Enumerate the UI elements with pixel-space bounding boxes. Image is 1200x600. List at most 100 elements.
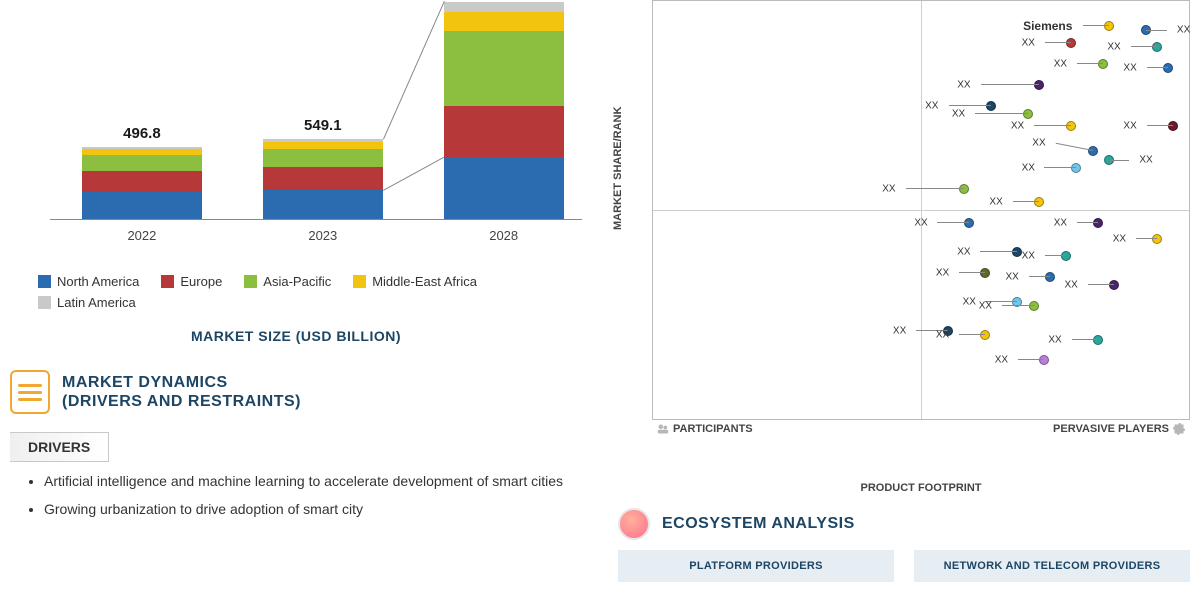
- quadrant-leader-line: [981, 251, 1018, 252]
- quadrant-point: [1071, 163, 1081, 173]
- bar-x-label: 2022: [127, 228, 156, 243]
- bar-value-label: 549.1: [304, 117, 342, 134]
- bar-segment: [444, 2, 564, 12]
- bar-segment: [82, 192, 202, 219]
- quadrant-point-label: XX: [1022, 163, 1039, 174]
- section-title-line2: (DRIVERS AND RESTRAINTS): [62, 393, 301, 410]
- quadrant-leader-line: [1109, 160, 1130, 161]
- section-title-line1: MARKET DYNAMICS: [62, 374, 228, 391]
- legend-swatch: [353, 275, 366, 288]
- legend-swatch: [161, 275, 174, 288]
- bar-segment: [82, 147, 202, 149]
- ecosystem-card: PLATFORM PROVIDERS: [618, 550, 894, 582]
- bar-segment: [82, 171, 202, 192]
- quadrant-point: [1029, 301, 1039, 311]
- quadrant-leader-line: [948, 105, 990, 106]
- drivers-subheading: DRIVERS: [10, 432, 109, 462]
- quadrant-point: [1104, 21, 1114, 31]
- quadrant-label-text: PARTICIPANTS: [673, 423, 753, 435]
- legend-swatch: [38, 296, 51, 309]
- chart-axis-title: MARKET SIZE (USD BILLION): [10, 328, 582, 344]
- quadrant-point: [1109, 280, 1119, 290]
- quadrant-point: [959, 184, 969, 194]
- quadrant-leader-line: [1131, 46, 1157, 47]
- legend-label: Middle-East Africa: [372, 274, 477, 289]
- bar-segment: [263, 167, 383, 190]
- quadrant-point-label: Siemens: [1023, 19, 1076, 33]
- quadrant-point-label: XX: [882, 184, 899, 195]
- quadrant-point-label: XX: [952, 108, 969, 119]
- quadrant-point: [980, 330, 990, 340]
- legend-item: Europe: [161, 274, 222, 289]
- quadrant-point-label: XX: [995, 355, 1012, 366]
- quadrant-leader-line: [1077, 222, 1098, 223]
- quadrant-point-label: XX: [989, 196, 1006, 207]
- quadrant-point-label: XX: [1107, 41, 1124, 52]
- bar-segment: [82, 155, 202, 171]
- quadrant-point-label: XX: [1054, 217, 1071, 228]
- quadrant-point-label: XX: [1135, 154, 1152, 165]
- bar-connector: [383, 157, 444, 191]
- quadrant-point-label: XX: [957, 246, 974, 257]
- bar-group: 2028: [444, 2, 564, 220]
- legend-label: North America: [57, 274, 139, 289]
- quadrant-point-label: XX: [1022, 37, 1039, 48]
- people-icon: [657, 423, 669, 435]
- ecosystem-cards: PLATFORM PROVIDERS NETWORK AND TELECOM PR…: [618, 550, 1190, 582]
- bar-group: 549.12023: [263, 139, 383, 219]
- quadrant-leader-line: [906, 188, 964, 189]
- bar-segment: [444, 12, 564, 31]
- quadrant-label-participants: PARTICIPANTS: [657, 423, 753, 435]
- quadrant-point: [1168, 121, 1178, 131]
- quadrant-point-label: XX: [1032, 138, 1049, 149]
- quadrant-leader-line: [1002, 305, 1034, 306]
- legend-item: Middle-East Africa: [353, 274, 477, 289]
- quadrant-leader-line: [981, 84, 1039, 85]
- bar-segment: [82, 149, 202, 155]
- quadrant-point-label: XX: [963, 296, 980, 307]
- clipboard-icon: [10, 370, 50, 414]
- legend-label: Asia-Pacific: [263, 274, 331, 289]
- quadrant-point-label: XX: [1173, 25, 1190, 36]
- ecosystem-icon: [618, 508, 650, 540]
- ecosystem-title: ECOSYSTEM ANALYSIS: [662, 514, 855, 533]
- market-dynamics-heading: MARKET DYNAMICS (DRIVERS AND RESTRAINTS): [10, 370, 582, 414]
- legend-label: Latin America: [57, 295, 136, 310]
- ecosystem-card: NETWORK AND TELECOM PROVIDERS: [914, 550, 1190, 582]
- quadrant-point: [1066, 121, 1076, 131]
- legend-label: Europe: [180, 274, 222, 289]
- quadrant-point-label: XX: [1123, 121, 1140, 132]
- quadrant-leader-line: [1045, 42, 1071, 43]
- bar-x-label: 2023: [308, 228, 337, 243]
- quadrant-x-axis-label: PRODUCT FOOTPRINT: [652, 482, 1190, 494]
- driver-bullet: Growing urbanization to drive adoption o…: [44, 500, 582, 520]
- bar-value-label: 496.8: [123, 125, 161, 142]
- legend-swatch: [38, 275, 51, 288]
- quadrant-leader-line: [1147, 67, 1168, 68]
- bar-connector: [383, 1, 445, 139]
- quadrant-leader-line: [1013, 201, 1039, 202]
- drivers-list: Artificial intelligence and machine lear…: [44, 472, 582, 519]
- quadrant-leader-line: [938, 222, 970, 223]
- market-size-chart: 496.82022549.120232028: [10, 0, 582, 260]
- quadrant-point-label: XX: [1022, 250, 1039, 261]
- driver-bullet: Artificial intelligence and machine lear…: [44, 472, 582, 492]
- quadrant-leader-line: [1082, 25, 1108, 26]
- quadrant-point-label: XX: [936, 267, 953, 278]
- quadrant-point: [1039, 355, 1049, 365]
- quadrant-leader-line: [975, 113, 1028, 114]
- legend-item: Asia-Pacific: [244, 274, 331, 289]
- bar-segment: [263, 149, 383, 167]
- quadrant-point-label: XX: [914, 217, 931, 228]
- quadrant-leader-line: [1077, 63, 1103, 64]
- quadrant-point-label: XX: [979, 301, 996, 312]
- quadrant-point-label: XX: [1123, 62, 1140, 73]
- quadrant-point-label: XX: [1005, 271, 1022, 282]
- quadrant-label-pervasive-players: PERVASIVE PLAYERS: [1053, 423, 1185, 435]
- quadrant-label-text: PERVASIVE PLAYERS: [1053, 423, 1169, 435]
- quadrant-leader-line: [1146, 30, 1167, 31]
- quadrant-leader-line: [1029, 276, 1050, 277]
- chart-legend: North America Europe Asia-Pacific Middle-Ea…: [10, 274, 582, 310]
- quadrant-point-label: XX: [1064, 280, 1081, 291]
- section-title: MARKET DYNAMICS (DRIVERS AND RESTRAINTS): [62, 373, 301, 411]
